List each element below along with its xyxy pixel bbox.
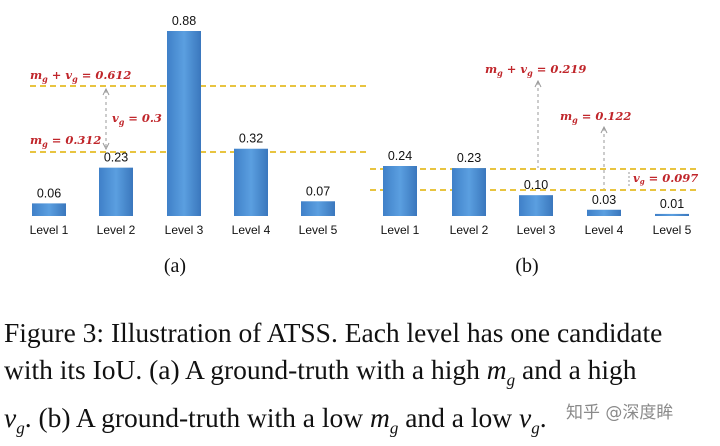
panel-a-vg-arrow-up xyxy=(102,87,110,96)
x-tick-label: Level 5 xyxy=(299,223,338,237)
x-tick-label: Level 1 xyxy=(381,223,420,237)
panel-b: mg + vg = 0.219 mg = 0.122 vg = 0.097 0.… xyxy=(370,62,700,277)
bar-value-label: 0.23 xyxy=(104,151,128,165)
figure-3-chart: mg + vg = 0.612 mg = 0.312 vg = 0.3 0.06… xyxy=(30,14,700,277)
bar-value-label: 0.32 xyxy=(239,132,263,146)
bar-3 xyxy=(167,31,201,216)
caption-line-2-text-a: with its IoU. (a) A ground-truth with a … xyxy=(4,354,487,385)
x-tick-label: Level 3 xyxy=(517,223,556,237)
panel-b-bars: 0.24 Level 1 0.23 Level 2 0.10 Level 3 0.03 Lev… xyxy=(381,149,692,237)
panel-b-label: (b) xyxy=(515,255,538,277)
x-tick-label: Level 4 xyxy=(232,223,271,237)
bar-value-label: 0.03 xyxy=(592,193,616,207)
bar-3 xyxy=(519,195,553,216)
bar-value-label: 0.06 xyxy=(37,186,61,200)
x-tick-label: Level 1 xyxy=(30,223,69,237)
bar-1 xyxy=(383,166,417,216)
bar-5 xyxy=(655,213,689,216)
x-tick-label: Level 2 xyxy=(450,223,489,237)
caption-line-2-text-b: and a high xyxy=(515,354,637,385)
caption-line-1: Figure 3: Illustration of ATSS. Each lev… xyxy=(4,317,663,348)
bar-4 xyxy=(234,148,268,216)
x-tick-label: Level 5 xyxy=(653,223,692,237)
bar-value-label: 0.88 xyxy=(172,14,196,28)
bar-value-label: 0.07 xyxy=(306,184,330,198)
panel-a-ref-label-lower: mg = 0.312 xyxy=(30,133,101,149)
x-tick-label: Level 2 xyxy=(97,223,136,237)
bar-5 xyxy=(301,201,335,216)
watermark: 知乎 @深度眸 xyxy=(566,403,674,423)
panel-b-vg-label: vg = 0.097 xyxy=(633,171,698,186)
panel-b-ref-label-lower: mg = 0.122 xyxy=(560,109,631,125)
caption-line-3-text-a: . (b) A ground-truth with a low xyxy=(24,401,370,433)
panel-b-ref-label-upper: mg + vg = 0.219 xyxy=(485,62,586,78)
bar-value-label: 0.23 xyxy=(457,151,481,165)
x-tick-label: Level 4 xyxy=(585,223,624,237)
x-tick-label: Level 3 xyxy=(165,223,204,237)
figure-caption: Figure 3: Illustration of ATSS. Each lev… xyxy=(4,314,716,446)
caption-line-2: with its IoU. (a) A ground-truth with a … xyxy=(4,354,637,390)
caption-line-3-text-b: and a low xyxy=(398,401,520,433)
bar-value-label: 0.01 xyxy=(660,197,684,211)
panel-a-vg-arrow-down xyxy=(102,142,110,151)
panel-b-leader-upper-arrow xyxy=(534,79,542,88)
panel-a: mg + vg = 0.612 mg = 0.312 vg = 0.3 0.06… xyxy=(30,14,366,277)
bar-value-label: 0.10 xyxy=(524,178,548,192)
bar-2 xyxy=(452,168,486,216)
panel-a-ref-label-upper: mg + vg = 0.612 xyxy=(30,68,131,84)
bar-1 xyxy=(32,203,66,216)
bar-4 xyxy=(587,209,621,216)
panel-a-label: (a) xyxy=(164,255,186,277)
panel-a-vg-label: vg = 0.3 xyxy=(112,111,162,127)
caption-line-3: vg. (b) A ground-truth with a low mg and… xyxy=(4,401,547,438)
bar-value-label: 0.24 xyxy=(388,149,412,163)
panel-b-leader-lower-arrow xyxy=(600,125,608,134)
panel-a-bars: 0.06 Level 1 0.23 Level 2 0.88 Level 3 0.32 Lev… xyxy=(30,14,338,237)
bar-2 xyxy=(99,167,133,216)
